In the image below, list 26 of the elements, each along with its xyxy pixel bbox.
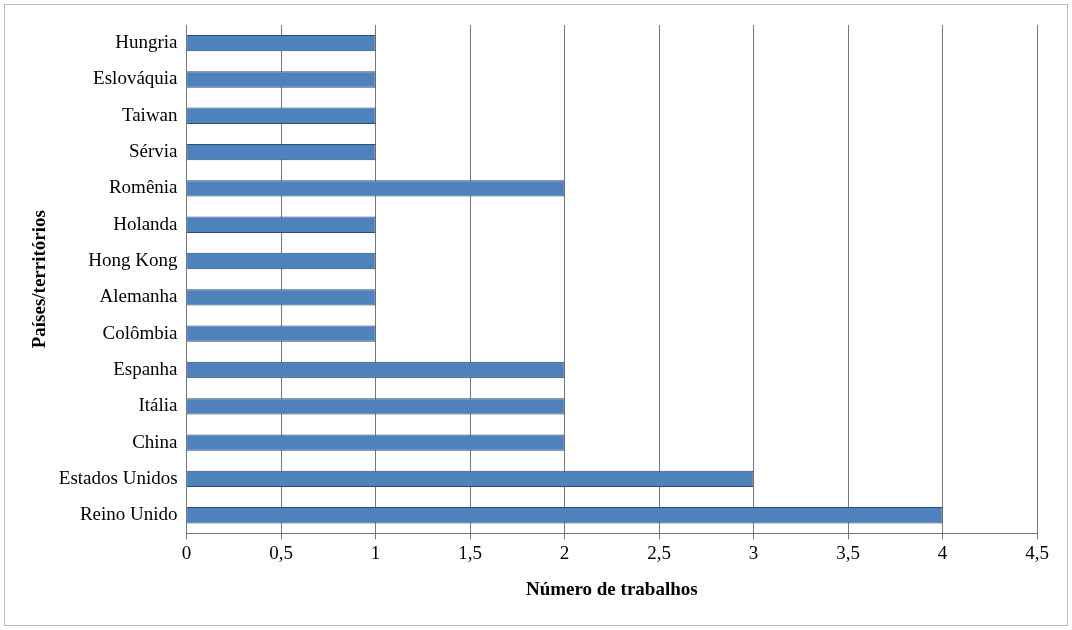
y-tick-label: Hungria <box>115 31 179 53</box>
x-tick-label: 4,5 <box>1025 541 1049 563</box>
x-tick-label: 4 <box>937 541 948 563</box>
y-tick-label: Eslováquia <box>93 67 179 89</box>
y-tick-label: Espanha <box>113 357 179 379</box>
y-tick-label: China <box>132 430 179 452</box>
x-tick-label: 3 <box>748 541 759 563</box>
y-tick-label: Reino Unido <box>79 503 178 525</box>
x-tick-label: 0,5 <box>269 541 293 563</box>
y-axis-title: Países/territórios <box>28 210 50 349</box>
x-tick-label: 1,5 <box>458 541 482 563</box>
y-tick-label: Romênia <box>108 176 179 198</box>
x-tick-label: 0 <box>181 541 192 563</box>
y-tick-label: Holanda <box>113 212 179 234</box>
x-tick-label: 3,5 <box>836 541 860 563</box>
y-tick-label: Itália <box>138 394 179 416</box>
y-tick-label: Colômbia <box>102 321 179 343</box>
x-tick-label: 1 <box>370 541 381 563</box>
x-tick-label: 2,5 <box>647 541 671 563</box>
y-tick-label: Alemanha <box>99 285 179 307</box>
y-tick-label: Estados Unidos <box>58 466 178 488</box>
y-tick-label: Sérvia <box>129 140 179 162</box>
x-axis-title: Número de trabalhos <box>525 577 698 599</box>
x-tick-label: 2 <box>559 541 570 563</box>
y-tick-label: Taiwan <box>121 103 179 125</box>
y-tick-label: Hong Kong <box>88 249 179 271</box>
